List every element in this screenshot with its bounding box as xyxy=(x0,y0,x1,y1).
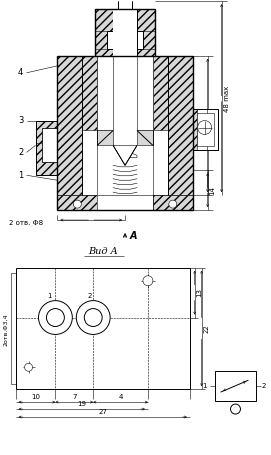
Bar xyxy=(197,112,214,147)
Circle shape xyxy=(143,276,153,286)
Bar xyxy=(113,9,137,56)
Bar xyxy=(43,127,57,162)
Bar xyxy=(36,121,57,175)
Polygon shape xyxy=(97,131,113,146)
Text: 3: 3 xyxy=(18,116,23,125)
Bar xyxy=(215,371,256,401)
Circle shape xyxy=(169,200,177,208)
Text: 4: 4 xyxy=(18,68,23,77)
Bar xyxy=(137,9,155,56)
Circle shape xyxy=(25,363,33,371)
Bar xyxy=(97,195,153,210)
Text: 41: 41 xyxy=(209,121,216,130)
Text: 22: 22 xyxy=(204,324,210,333)
Text: 48 max: 48 max xyxy=(224,86,230,112)
Bar xyxy=(95,9,113,56)
Text: 2: 2 xyxy=(87,293,91,298)
Text: 10: 10 xyxy=(31,394,40,400)
Circle shape xyxy=(198,121,212,135)
Text: A: A xyxy=(130,231,137,241)
Bar xyxy=(193,109,218,151)
Bar xyxy=(82,56,97,131)
Text: 1: 1 xyxy=(18,171,23,180)
Text: 13: 13 xyxy=(197,288,203,297)
Text: 2: 2 xyxy=(261,383,266,389)
Text: 4: 4 xyxy=(118,394,123,400)
Bar xyxy=(57,195,193,210)
Bar xyxy=(82,56,168,195)
Bar xyxy=(107,31,143,49)
Text: 2отв.Ф3,4: 2отв.Ф3,4 xyxy=(3,313,8,346)
Bar xyxy=(168,56,193,195)
Bar xyxy=(57,195,97,210)
Bar xyxy=(95,9,155,56)
Text: Вид A: Вид A xyxy=(88,248,118,256)
Bar xyxy=(153,56,168,131)
Circle shape xyxy=(73,200,81,208)
Bar xyxy=(193,109,218,151)
Bar xyxy=(153,195,193,210)
Circle shape xyxy=(76,301,110,334)
Circle shape xyxy=(231,404,240,414)
Text: 2 отв. Ф8: 2 отв. Ф8 xyxy=(9,220,43,226)
Circle shape xyxy=(38,301,72,334)
Text: 14: 14 xyxy=(209,186,216,195)
Bar xyxy=(16,268,190,389)
Bar xyxy=(97,56,153,131)
Text: 7: 7 xyxy=(72,394,77,400)
Polygon shape xyxy=(113,146,137,157)
Circle shape xyxy=(46,308,64,327)
Bar xyxy=(193,109,197,151)
Bar xyxy=(57,56,82,195)
Bar xyxy=(57,56,193,195)
Polygon shape xyxy=(137,131,153,146)
Polygon shape xyxy=(113,146,137,165)
Text: 19: 19 xyxy=(77,401,86,407)
Bar xyxy=(113,9,137,195)
Circle shape xyxy=(84,308,102,327)
Text: 1: 1 xyxy=(47,293,52,298)
Text: 1: 1 xyxy=(202,383,207,389)
Text: 27: 27 xyxy=(98,409,107,415)
Text: 2: 2 xyxy=(18,148,23,157)
